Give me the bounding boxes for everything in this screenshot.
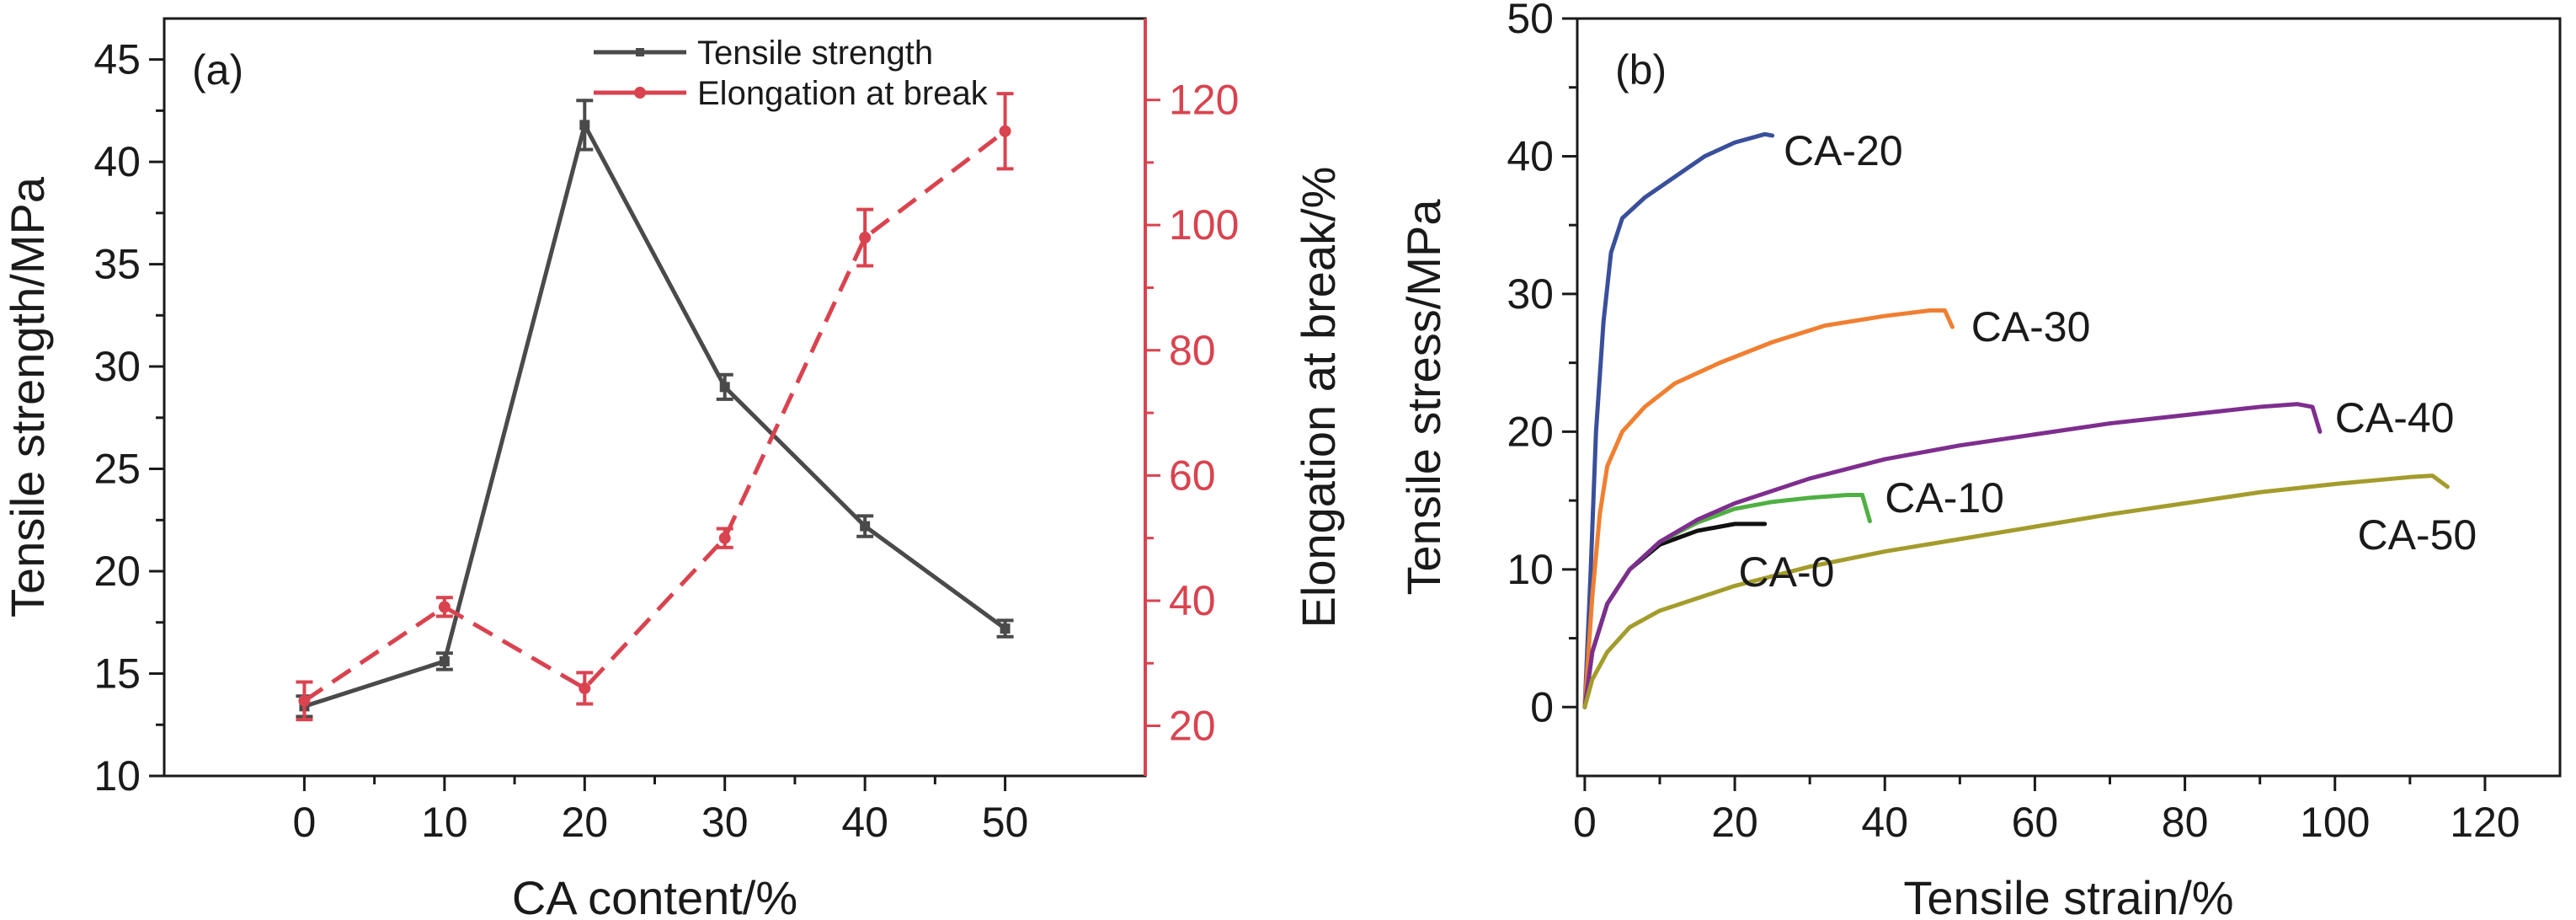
panel-b-y-tick-label: 50 bbox=[1507, 0, 1554, 42]
panel-b-x-tick-label: 60 bbox=[2012, 799, 2059, 846]
data-point-elongation-at-break bbox=[718, 532, 731, 544]
data-point-elongation-at-break bbox=[999, 125, 1011, 137]
panel-a-label: (a) bbox=[192, 46, 243, 94]
panel-a-left-y-tick-label: 35 bbox=[93, 241, 141, 288]
panel-a-left-y-tick-label: 45 bbox=[93, 36, 141, 83]
data-point-tensile-strength bbox=[1000, 623, 1011, 634]
curve-label-ca-50: CA-50 bbox=[2357, 511, 2477, 559]
panel-b-y-tick-label: 0 bbox=[1530, 683, 1554, 730]
panel-a-right-y-tick-label: 80 bbox=[1169, 327, 1216, 374]
data-point-elongation-at-break bbox=[298, 694, 311, 707]
curve-label-ca-10: CA-10 bbox=[1885, 474, 2004, 522]
data-point-elongation-at-break bbox=[859, 232, 872, 244]
curve-ca-30 bbox=[1582, 308, 1955, 709]
panel-a-left-y-tick-label: 10 bbox=[93, 752, 141, 800]
legend-label-tensile-strength: Tensile strength bbox=[697, 35, 933, 72]
panel-b-y-axis-title: Tensile stress/MPa bbox=[1397, 199, 1450, 596]
panel-a-right-y-tick-label: 60 bbox=[1169, 452, 1216, 499]
panel-a-x-tick-label: 30 bbox=[701, 799, 749, 846]
panel-a-x-tick-label: 0 bbox=[293, 799, 317, 846]
panel-a-left-y-tick-label: 20 bbox=[93, 548, 141, 595]
panel-a-left-y-tick-label: 15 bbox=[93, 650, 141, 698]
panel-a-x-tick-label: 20 bbox=[561, 799, 608, 846]
panel-b-x-tick-label: 120 bbox=[2450, 799, 2520, 846]
panel-a-chart: 0 10 20 30 40 50 10 15 20 25 30 35 40 45 20 40 60 80 100 12… bbox=[1, 17, 1345, 920]
data-point-tensile-strength bbox=[579, 120, 590, 131]
panel-b-y-tick-label: 10 bbox=[1507, 546, 1554, 593]
curve-label-ca-0: CA-0 bbox=[1739, 548, 1835, 596]
panel-b-y-tick-label: 30 bbox=[1507, 270, 1554, 318]
panel-a-x-tick-label: 50 bbox=[982, 799, 1029, 846]
panel-a-x-tick-label: 40 bbox=[841, 799, 888, 846]
panel-a-left-y-axis-title: Tensile strength/MPa bbox=[1, 176, 54, 618]
panel-b-label: (b) bbox=[1615, 46, 1667, 94]
curve-ca-50 bbox=[1582, 473, 2450, 709]
panel-a-left-y-tick-label: 40 bbox=[93, 138, 141, 185]
panel-b-x-tick-label: 40 bbox=[1861, 799, 1908, 846]
panel-a-x-axis-title: CA content/% bbox=[512, 871, 797, 920]
curve-ca-20 bbox=[1582, 131, 1775, 709]
panel-a-x-tick-label: 10 bbox=[421, 799, 468, 846]
curve-label-ca-40: CA-40 bbox=[2335, 394, 2455, 441]
curve-label-ca-30: CA-30 bbox=[1971, 303, 2091, 350]
data-point-tensile-strength bbox=[860, 521, 871, 532]
panel-a-left-y-tick-label: 25 bbox=[93, 446, 141, 493]
panel-a-right-y-tick-label: 40 bbox=[1169, 577, 1216, 624]
panel-a-left-y-tick-label: 30 bbox=[93, 343, 141, 390]
panel-b-chart: 0 20 40 60 80 100 120 0 10 20 30 40 50 (b) Tensile s… bbox=[1397, 0, 2562, 920]
panel-b-plot-frame bbox=[1576, 17, 2562, 778]
panel-b-x-tick-label: 0 bbox=[1573, 799, 1597, 846]
panel-a-right-y-tick-label: 20 bbox=[1169, 703, 1216, 750]
curve-ca-40 bbox=[1582, 402, 2323, 709]
legend-label-elongation-at-break: Elongation at break bbox=[697, 75, 989, 112]
panel-b-x-tick-label: 20 bbox=[1711, 799, 1758, 846]
data-point-elongation-at-break bbox=[438, 601, 451, 613]
panel-b-x-tick-label: 100 bbox=[2300, 799, 2370, 846]
legend-marker-tensile-strength bbox=[636, 48, 644, 56]
panel-a-right-y-tick-label: 120 bbox=[1169, 77, 1239, 124]
panel-a-right-y-axis-title: Elongation at break/% bbox=[1292, 167, 1345, 628]
data-point-tensile-strength bbox=[719, 382, 730, 393]
panel-a-legend: Tensile strength Elongation at break bbox=[594, 35, 989, 112]
curve-label-ca-20: CA-20 bbox=[1784, 127, 1903, 174]
data-point-elongation-at-break bbox=[579, 682, 591, 694]
panel-b-x-tick-label: 80 bbox=[2162, 799, 2209, 846]
panel-a-right-y-tick-label: 100 bbox=[1169, 201, 1239, 249]
legend-marker-elongation-at-break bbox=[634, 87, 646, 99]
series-line-elongation-at-break bbox=[303, 129, 1007, 703]
panel-b-x-axis-title: Tensile strain/% bbox=[1903, 871, 2233, 920]
panel-b-y-tick-label: 20 bbox=[1507, 408, 1554, 455]
data-point-tensile-strength bbox=[439, 655, 450, 666]
series-line-tensile-strength bbox=[303, 122, 1007, 709]
panel-b-y-tick-label: 40 bbox=[1507, 132, 1554, 179]
